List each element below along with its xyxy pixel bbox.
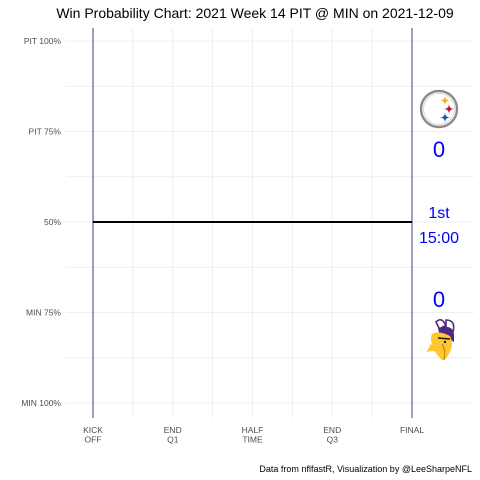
y-tick-label: MIN 100%	[21, 398, 61, 408]
chart-caption: Data from nflfastR, Visualization by @Le…	[259, 464, 472, 474]
y-tick-label: PIT 75%	[29, 127, 62, 137]
x-axis-ticks: KICK OFF END Q1 HALF TIME END Q3 FINAL	[83, 425, 424, 445]
chart-title: Win Probability Chart: 2021 Week 14 PIT …	[56, 5, 454, 21]
game-clock: 15:00	[419, 230, 459, 247]
y-tick-label: MIN 75%	[26, 308, 61, 318]
x-tick-label: END Q3	[323, 425, 341, 445]
x-tick-label: FINAL	[400, 425, 424, 435]
x-tick-label: HALF TIME	[242, 425, 264, 445]
y-axis-ticks: PIT 100% PIT 75% 50% MIN 75% MIN 100%	[21, 36, 61, 408]
x-tick-label: KICK OFF	[83, 425, 103, 445]
top-team-score: 0	[433, 137, 445, 162]
y-tick-label: 50%	[44, 217, 61, 227]
x-tick-label: END Q1	[164, 425, 182, 445]
y-tick-label: PIT 100%	[24, 36, 62, 46]
bottom-team-score: 0	[433, 287, 445, 312]
vikings-logo	[426, 318, 455, 361]
steelers-logo	[419, 89, 459, 129]
game-period: 1st	[428, 205, 450, 222]
